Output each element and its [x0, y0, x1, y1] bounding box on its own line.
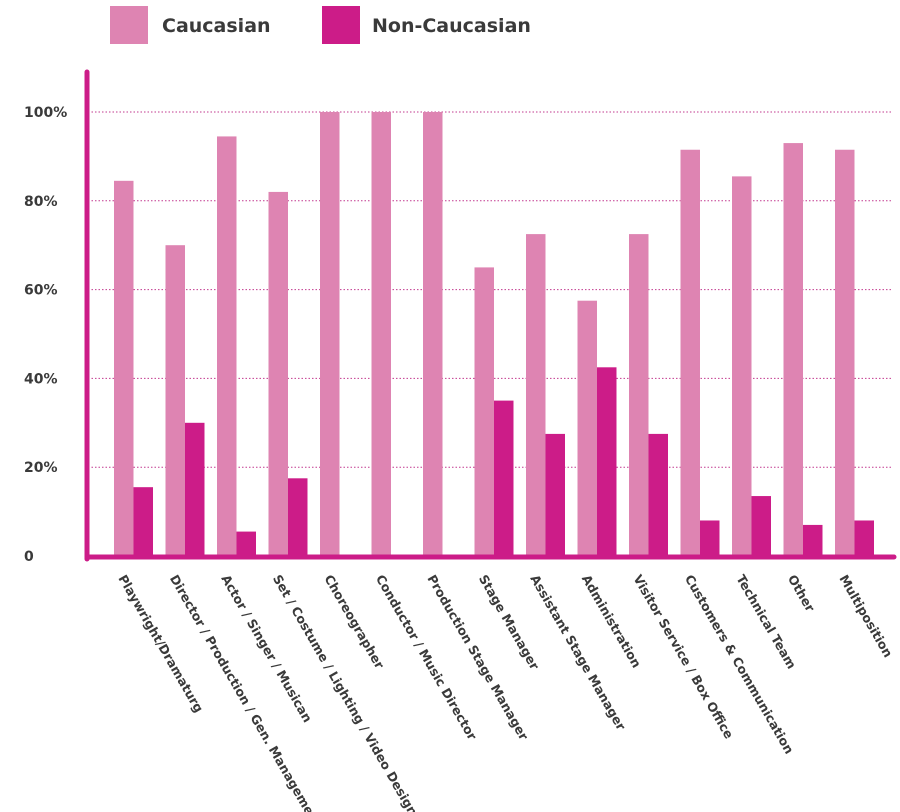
x-tick-label-multiposition: Multiposition — [836, 572, 895, 660]
x-tick-label-production-stage-manager: Production Stage Manager — [424, 572, 532, 743]
x-tick-label-visitor-service-box-office: Visitor Service / Box Office — [630, 572, 736, 741]
bar-caucasian-administration — [577, 300, 597, 556]
legend-label-caucasian: Caucasian — [162, 15, 271, 37]
bar-non-caucasian-other — [803, 524, 823, 556]
bar-caucasian-production-stage-manager — [423, 112, 443, 556]
x-tick-label-actor-singer-musican: Actor / Singer / Musican — [218, 572, 315, 725]
bar-non-caucasian-visitor-service-box-office — [648, 433, 668, 556]
x-tick-label-assistant-stage-manager: Assistant Stage Manager — [527, 572, 629, 733]
y-tick-label-80: 80% — [24, 194, 58, 210]
y-tick-label-20: 20% — [24, 460, 58, 476]
bars — [114, 112, 874, 557]
legend-swatch-caucasian — [110, 6, 148, 44]
y-tick-label-60: 60% — [24, 283, 58, 299]
bar-caucasian-playwright-dramaturg — [114, 180, 134, 556]
axes — [84, 69, 897, 562]
bar-non-caucasian-playwright-dramaturg — [133, 487, 153, 556]
bar-caucasian-assistant-stage-manager — [526, 234, 546, 556]
bar-caucasian-multiposition — [835, 149, 855, 557]
bar-caucasian-customers-communication — [680, 149, 700, 557]
bar-caucasian-choreographer — [320, 112, 340, 556]
y-axis-tick-labels: 0 20% 40% 60% 80% 100% — [24, 105, 67, 565]
bar-caucasian-stage-manager — [474, 267, 494, 556]
bar-caucasian-visitor-service-box-office — [629, 234, 649, 556]
legend: Caucasian Non-Caucasian — [110, 6, 531, 44]
bar-non-caucasian-customers-communication — [700, 520, 720, 556]
bar-caucasian-actor-singer-musican — [217, 136, 237, 557]
legend-swatch-non-caucasian — [322, 6, 360, 44]
x-tick-label-conductor-music-director: Conductor / Music Director — [373, 572, 480, 743]
y-tick-label-0: 0 — [24, 549, 34, 565]
x-tick-label-other: Other — [785, 572, 818, 615]
bar-non-caucasian-director-production-gen-management — [185, 422, 205, 556]
y-tick-label-100: 100% — [24, 105, 67, 121]
bar-non-caucasian-multiposition — [854, 520, 874, 556]
y-tick-label-40: 40% — [24, 371, 58, 387]
bar-non-caucasian-administration — [597, 367, 617, 556]
bar-non-caucasian-stage-manager — [494, 400, 514, 556]
bar-non-caucasian-technical-team — [751, 496, 771, 556]
bar-non-caucasian-assistant-stage-manager — [545, 433, 565, 556]
bar-non-caucasian-actor-singer-musican — [236, 531, 256, 556]
bar-caucasian-conductor-music-director — [371, 112, 391, 556]
bar-caucasian-director-production-gen-management — [165, 245, 185, 556]
bar-non-caucasian-set-costume-lighting-video-design — [288, 478, 308, 556]
bar-caucasian-other — [783, 143, 803, 556]
x-tick-label-customers-communication: Customers & Communication — [682, 572, 797, 756]
legend-label-non-caucasian: Non-Caucasian — [372, 15, 531, 37]
bar-caucasian-set-costume-lighting-video-design — [268, 191, 288, 557]
bar-caucasian-technical-team — [732, 176, 752, 556]
